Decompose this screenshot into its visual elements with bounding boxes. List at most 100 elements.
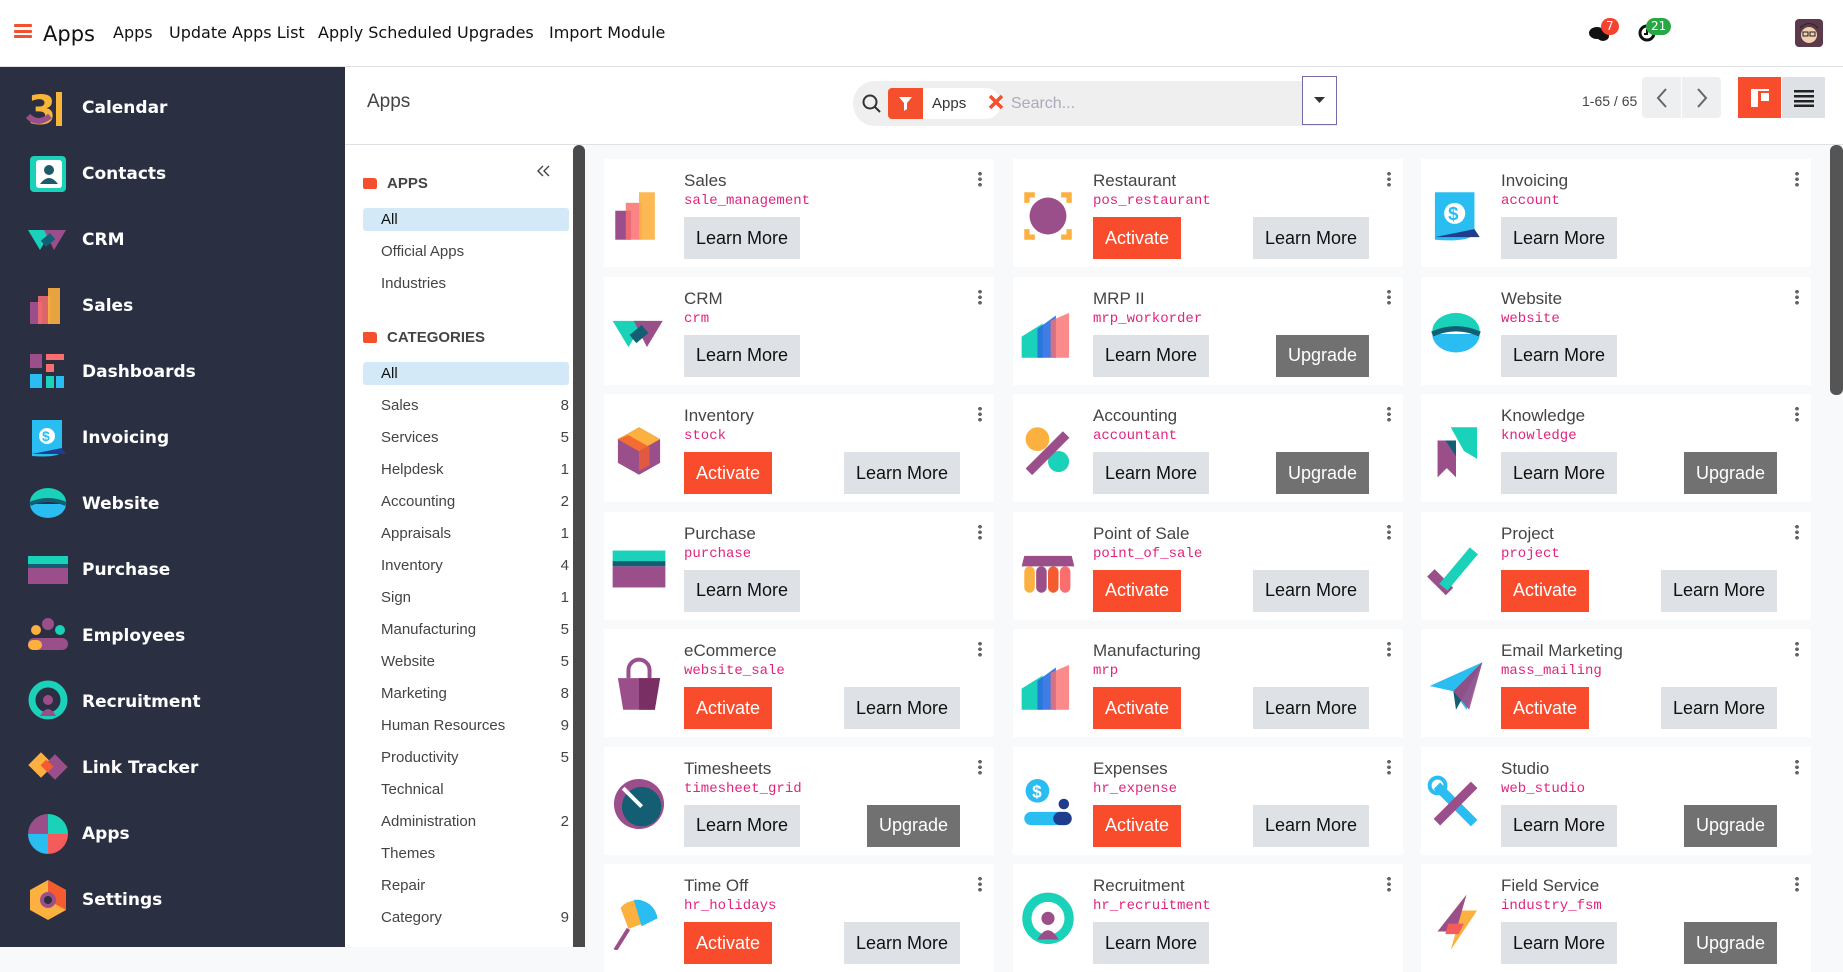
app-card[interactable]: Manufacturing mrp Activate Learn More [1013, 629, 1403, 737]
learn-more-button[interactable]: Learn More [1501, 334, 1618, 377]
app-card[interactable]: Email Marketing mass_mailing Activate Learn… [1421, 629, 1811, 737]
learn-more-button[interactable]: Learn More [1252, 569, 1369, 612]
more-options-icon[interactable] [978, 523, 982, 540]
more-options-icon[interactable] [1387, 288, 1391, 305]
learn-more-button[interactable]: Learn More [684, 217, 801, 259]
learn-more-button[interactable]: Learn More [1093, 452, 1210, 494]
categories-filter-accounting[interactable]: Accounting 2 [363, 490, 569, 513]
learn-more-button[interactable]: Learn More [684, 569, 801, 612]
learn-more-button[interactable]: Learn More [1093, 334, 1210, 377]
categories-filter-marketing[interactable]: Marketing 8 [363, 682, 569, 705]
activate-button[interactable]: Activate [1093, 569, 1182, 612]
more-options-icon[interactable] [1387, 406, 1391, 422]
categories-filter-inventory[interactable]: Inventory 4 [363, 554, 569, 577]
learn-more-button[interactable]: Learn More [1252, 687, 1369, 729]
more-options-icon[interactable] [978, 641, 982, 657]
messages-button[interactable]: 7 [1588, 18, 1619, 48]
categories-filter-category[interactable]: Category 9 [363, 906, 569, 929]
learn-more-button[interactable]: Learn More [843, 452, 960, 494]
activate-button[interactable]: Activate [1501, 569, 1590, 612]
more-options-icon[interactable] [1795, 523, 1799, 540]
menu-apply-scheduled-upgrades[interactable]: Apply Scheduled Upgrades [318, 23, 534, 42]
menu-update-apps-list[interactable]: Update Apps List [169, 23, 305, 42]
more-options-icon[interactable] [1387, 758, 1391, 775]
more-options-icon[interactable] [978, 171, 982, 187]
more-options-icon[interactable] [1795, 641, 1799, 657]
activate-button[interactable]: Activate [684, 922, 773, 964]
upgrade-button[interactable]: Upgrade [866, 804, 960, 847]
activate-button[interactable]: Activate [684, 687, 773, 729]
app-card[interactable]: Restaurant pos_restaurant Activate Learn Mo… [1013, 159, 1403, 267]
user-avatar[interactable] [1795, 19, 1823, 47]
search-input[interactable] [1011, 81, 1311, 126]
learn-more-button[interactable]: Learn More [1501, 217, 1618, 259]
app-card[interactable]: Point of Sale point_of_sale Activate Learn … [1013, 511, 1403, 620]
sidebar-item-crm[interactable]: CRM [26, 216, 326, 264]
upgrade-button[interactable]: Upgrade [1683, 804, 1777, 847]
app-card[interactable]: Inventory stock Activate Learn More [604, 394, 994, 502]
more-options-icon[interactable] [1795, 876, 1799, 892]
menu-apps[interactable]: Apps [113, 23, 153, 42]
app-card[interactable]: Website website Learn More [1421, 276, 1811, 385]
more-options-icon[interactable] [1387, 641, 1391, 657]
learn-more-button[interactable]: Learn More [1501, 804, 1618, 847]
app-card[interactable]: Studio web_studio Learn More Upgrade [1421, 746, 1811, 855]
app-card[interactable]: Time Off hr_holidays Activate Learn More [604, 864, 994, 972]
sidebar-item-calendar[interactable]: 3 Calendar [25, 84, 326, 134]
activate-button[interactable]: Activate [1093, 804, 1182, 847]
apps-filter-official-apps[interactable]: Official Apps [363, 240, 569, 263]
app-card[interactable]: Sales sale_management Learn More [604, 159, 994, 267]
pager-previous[interactable] [1642, 77, 1681, 118]
categories-filter-productivity[interactable]: Productivity 5 [363, 746, 569, 769]
categories-filter-appraisals[interactable]: Appraisals 1 [363, 522, 569, 545]
upgrade-button[interactable]: Upgrade [1275, 452, 1369, 494]
kanban-view-button[interactable] [1738, 77, 1781, 118]
app-card[interactable]: CRM crm Learn More [604, 276, 994, 385]
sidebar-item-sales[interactable]: Sales [26, 282, 326, 330]
more-options-icon[interactable] [1795, 171, 1799, 187]
sidebar-item-recruitment[interactable]: Recruitment [26, 678, 326, 726]
categories-filter-manufacturing[interactable]: Manufacturing 5 [363, 618, 569, 641]
sidebar-item-dashboards[interactable]: Dashboards [26, 348, 326, 396]
categories-filter-all[interactable]: All [363, 362, 569, 385]
collapse-panel-icon[interactable] [537, 165, 551, 177]
upgrade-button[interactable]: Upgrade [1275, 334, 1369, 377]
learn-more-button[interactable]: Learn More [843, 922, 960, 964]
app-card[interactable]: Purchase purchase Learn More [604, 511, 994, 620]
app-card[interactable]: $ Invoicing account Learn More [1421, 159, 1811, 267]
sidebar-item-purchase[interactable]: Purchase [26, 546, 326, 594]
more-options-icon[interactable] [1795, 758, 1799, 775]
search-options-toggle[interactable] [1302, 76, 1337, 125]
apps-filter-industries[interactable]: Industries [363, 272, 569, 295]
apps-filter-all[interactable]: All [363, 208, 569, 231]
categories-filter-helpdesk[interactable]: Helpdesk 1 [363, 458, 569, 481]
sidebar-item-employees[interactable]: Employees [26, 612, 326, 660]
more-options-icon[interactable] [1387, 523, 1391, 540]
learn-more-button[interactable]: Learn More [843, 687, 960, 729]
activate-button[interactable]: Activate [1093, 687, 1182, 729]
activities-button[interactable]: 21 [1637, 18, 1672, 46]
more-options-icon[interactable] [1387, 171, 1391, 187]
learn-more-button[interactable]: Learn More [684, 334, 801, 377]
more-options-icon[interactable] [978, 758, 982, 775]
more-options-icon[interactable] [1387, 876, 1391, 892]
upgrade-button[interactable]: Upgrade [1683, 922, 1777, 964]
learn-more-button[interactable]: Learn More [1252, 217, 1369, 259]
sidebar-item-apps[interactable]: Apps [26, 810, 326, 858]
kanban-scrollbar[interactable] [1830, 145, 1843, 395]
more-options-icon[interactable] [978, 288, 982, 305]
search-icon[interactable] [861, 93, 883, 115]
learn-more-button[interactable]: Learn More [1660, 569, 1777, 612]
categories-filter-themes[interactable]: Themes [363, 842, 569, 865]
app-card[interactable]: Timesheets timesheet_grid Learn More Upgrad… [604, 746, 994, 855]
learn-more-button[interactable]: Learn More [1501, 452, 1618, 494]
app-card[interactable]: Recruitment hr_recruitment Learn More [1013, 864, 1403, 972]
learn-more-button[interactable]: Learn More [684, 804, 801, 847]
more-options-icon[interactable] [1795, 288, 1799, 305]
app-card[interactable]: Field Service industry_fsm Learn More Upgra… [1421, 864, 1811, 972]
learn-more-button[interactable]: Learn More [1252, 804, 1369, 847]
more-options-icon[interactable] [978, 876, 982, 892]
app-brand[interactable]: Apps [43, 22, 95, 46]
sidebar-item-website[interactable]: Website [26, 480, 326, 528]
categories-filter-repair[interactable]: Repair [363, 874, 569, 897]
